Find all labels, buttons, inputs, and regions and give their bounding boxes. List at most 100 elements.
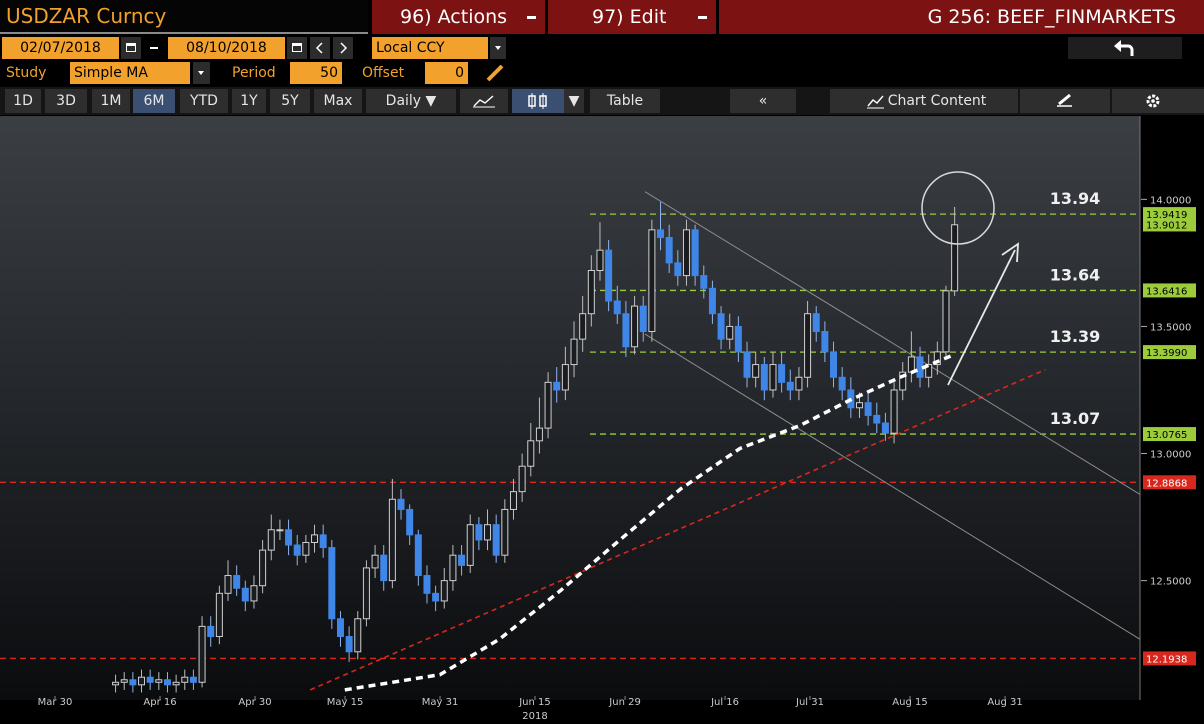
- candle-body: [163, 679, 171, 686]
- candle-body: [259, 549, 267, 587]
- candle-body: [786, 381, 794, 391]
- settings-button[interactable]: [1112, 89, 1204, 113]
- year-label: 2018: [522, 711, 547, 722]
- chart-type-dropdown[interactable]: ▼: [564, 89, 584, 113]
- edit-menu[interactable]: 97) Edit: [548, 0, 716, 34]
- date-separator: [150, 47, 158, 49]
- range-button[interactable]: 5Y: [270, 89, 310, 113]
- level-tag: [1143, 345, 1196, 360]
- y-tick-label: 12.5000: [1150, 577, 1191, 588]
- y-tick-label: 13.0000: [1150, 450, 1191, 461]
- candle-body: [302, 541, 310, 556]
- edit-study-button[interactable]: [482, 62, 508, 84]
- range-button[interactable]: 6M: [133, 89, 175, 113]
- candle-body: [527, 440, 535, 467]
- frequency-button[interactable]: Daily ▼: [366, 89, 456, 113]
- candle-body: [181, 676, 189, 683]
- range-button[interactable]: Max: [314, 89, 362, 113]
- offset-field[interactable]: 0: [425, 62, 468, 84]
- table-button[interactable]: Table: [590, 89, 660, 113]
- x-tick-label: Jul 31: [795, 697, 824, 708]
- candle-body: [544, 381, 552, 429]
- calendar-button[interactable]: [121, 37, 141, 59]
- candle-body: [579, 313, 587, 340]
- candle-body: [535, 427, 543, 442]
- candle-body: [769, 364, 777, 391]
- candle-body: [501, 508, 509, 556]
- back-icon: [1114, 40, 1134, 56]
- x-tick-label: Jun 29: [608, 697, 641, 708]
- candle-chart-button[interactable]: [512, 89, 564, 113]
- candle-body: [397, 498, 405, 510]
- candle-body: [207, 625, 215, 638]
- prev-button[interactable]: [310, 37, 330, 59]
- security-field[interactable]: USDZAR Curncy: [0, 0, 368, 34]
- collapse-button[interactable]: «: [730, 89, 796, 113]
- calendar-icon: [126, 43, 136, 52]
- page-title: G 256: BEEF_FINMARKETS: [719, 0, 1204, 34]
- dropdown-icon: [198, 71, 204, 75]
- last-price-label: 13.9012: [1146, 220, 1187, 231]
- trendline: [644, 333, 1140, 640]
- candle-body: [553, 381, 561, 391]
- candle-body: [293, 544, 301, 556]
- candle-body: [129, 679, 137, 686]
- candle-body: [942, 290, 950, 353]
- range-button[interactable]: YTD: [180, 89, 228, 113]
- range-button[interactable]: 3D: [45, 89, 87, 113]
- actions-menu[interactable]: 96) Actions: [372, 0, 545, 34]
- range-button[interactable]: 1M: [92, 89, 130, 113]
- candle-body: [224, 575, 232, 594]
- candle-body: [631, 305, 639, 348]
- candle-body: [492, 524, 500, 556]
- candle-body: [198, 625, 206, 683]
- x-tick-label: Apr 16: [143, 697, 176, 708]
- candle-body: [830, 351, 838, 378]
- dropdown-button[interactable]: [490, 37, 506, 59]
- candle-body: [518, 465, 526, 493]
- level-tag-label: 13.0765: [1146, 430, 1187, 441]
- edit-text: 97) Edit: [592, 6, 667, 28]
- calendar-button[interactable]: [287, 37, 307, 59]
- annotate-button[interactable]: [1020, 89, 1110, 113]
- menu-icon: [527, 16, 536, 19]
- candle-body: [639, 305, 647, 333]
- candle-body: [700, 275, 708, 289]
- candle-body: [682, 229, 690, 277]
- candle-body: [708, 287, 716, 315]
- level-annotation: 13.07: [1050, 409, 1101, 428]
- next-button[interactable]: [333, 37, 353, 59]
- candle-body: [328, 547, 336, 620]
- candle-body: [380, 554, 388, 582]
- range-button[interactable]: 1Y: [232, 89, 266, 113]
- study-field[interactable]: Simple MA: [70, 62, 190, 84]
- x-tick-label: Jul 16: [710, 697, 739, 708]
- back-button[interactable]: [1068, 37, 1182, 59]
- candle-body: [319, 534, 327, 549]
- dropdown-button[interactable]: [193, 62, 210, 84]
- level-tag-label: 12.8868: [1146, 478, 1187, 489]
- candle-body: [899, 371, 907, 391]
- level-tag: [1143, 427, 1196, 442]
- candle-body: [804, 313, 812, 378]
- chart-content-button[interactable]: Chart Content: [830, 89, 1018, 113]
- currency-field[interactable]: Local CCY: [372, 37, 488, 59]
- candle-body: [345, 636, 353, 653]
- calendar-icon: [292, 43, 302, 52]
- line-chart-button[interactable]: [460, 89, 508, 113]
- x-tick-label: Aug 15: [892, 697, 927, 708]
- chart-content-icon: [866, 95, 884, 109]
- candle-body: [743, 351, 751, 378]
- candle-body: [388, 498, 396, 582]
- x-tick-label: Apr 30: [238, 697, 271, 708]
- candle-body: [855, 402, 863, 409]
- start-date[interactable]: 02/07/2018: [2, 37, 119, 59]
- annotate-icon: [1057, 93, 1072, 107]
- end-date[interactable]: 08/10/2018: [168, 37, 285, 59]
- period-field[interactable]: 50: [290, 62, 342, 84]
- range-button[interactable]: 1D: [5, 89, 41, 113]
- candle-body: [146, 676, 154, 683]
- level-tag-label: 13.9419: [1146, 210, 1187, 221]
- candle-body: [241, 587, 249, 602]
